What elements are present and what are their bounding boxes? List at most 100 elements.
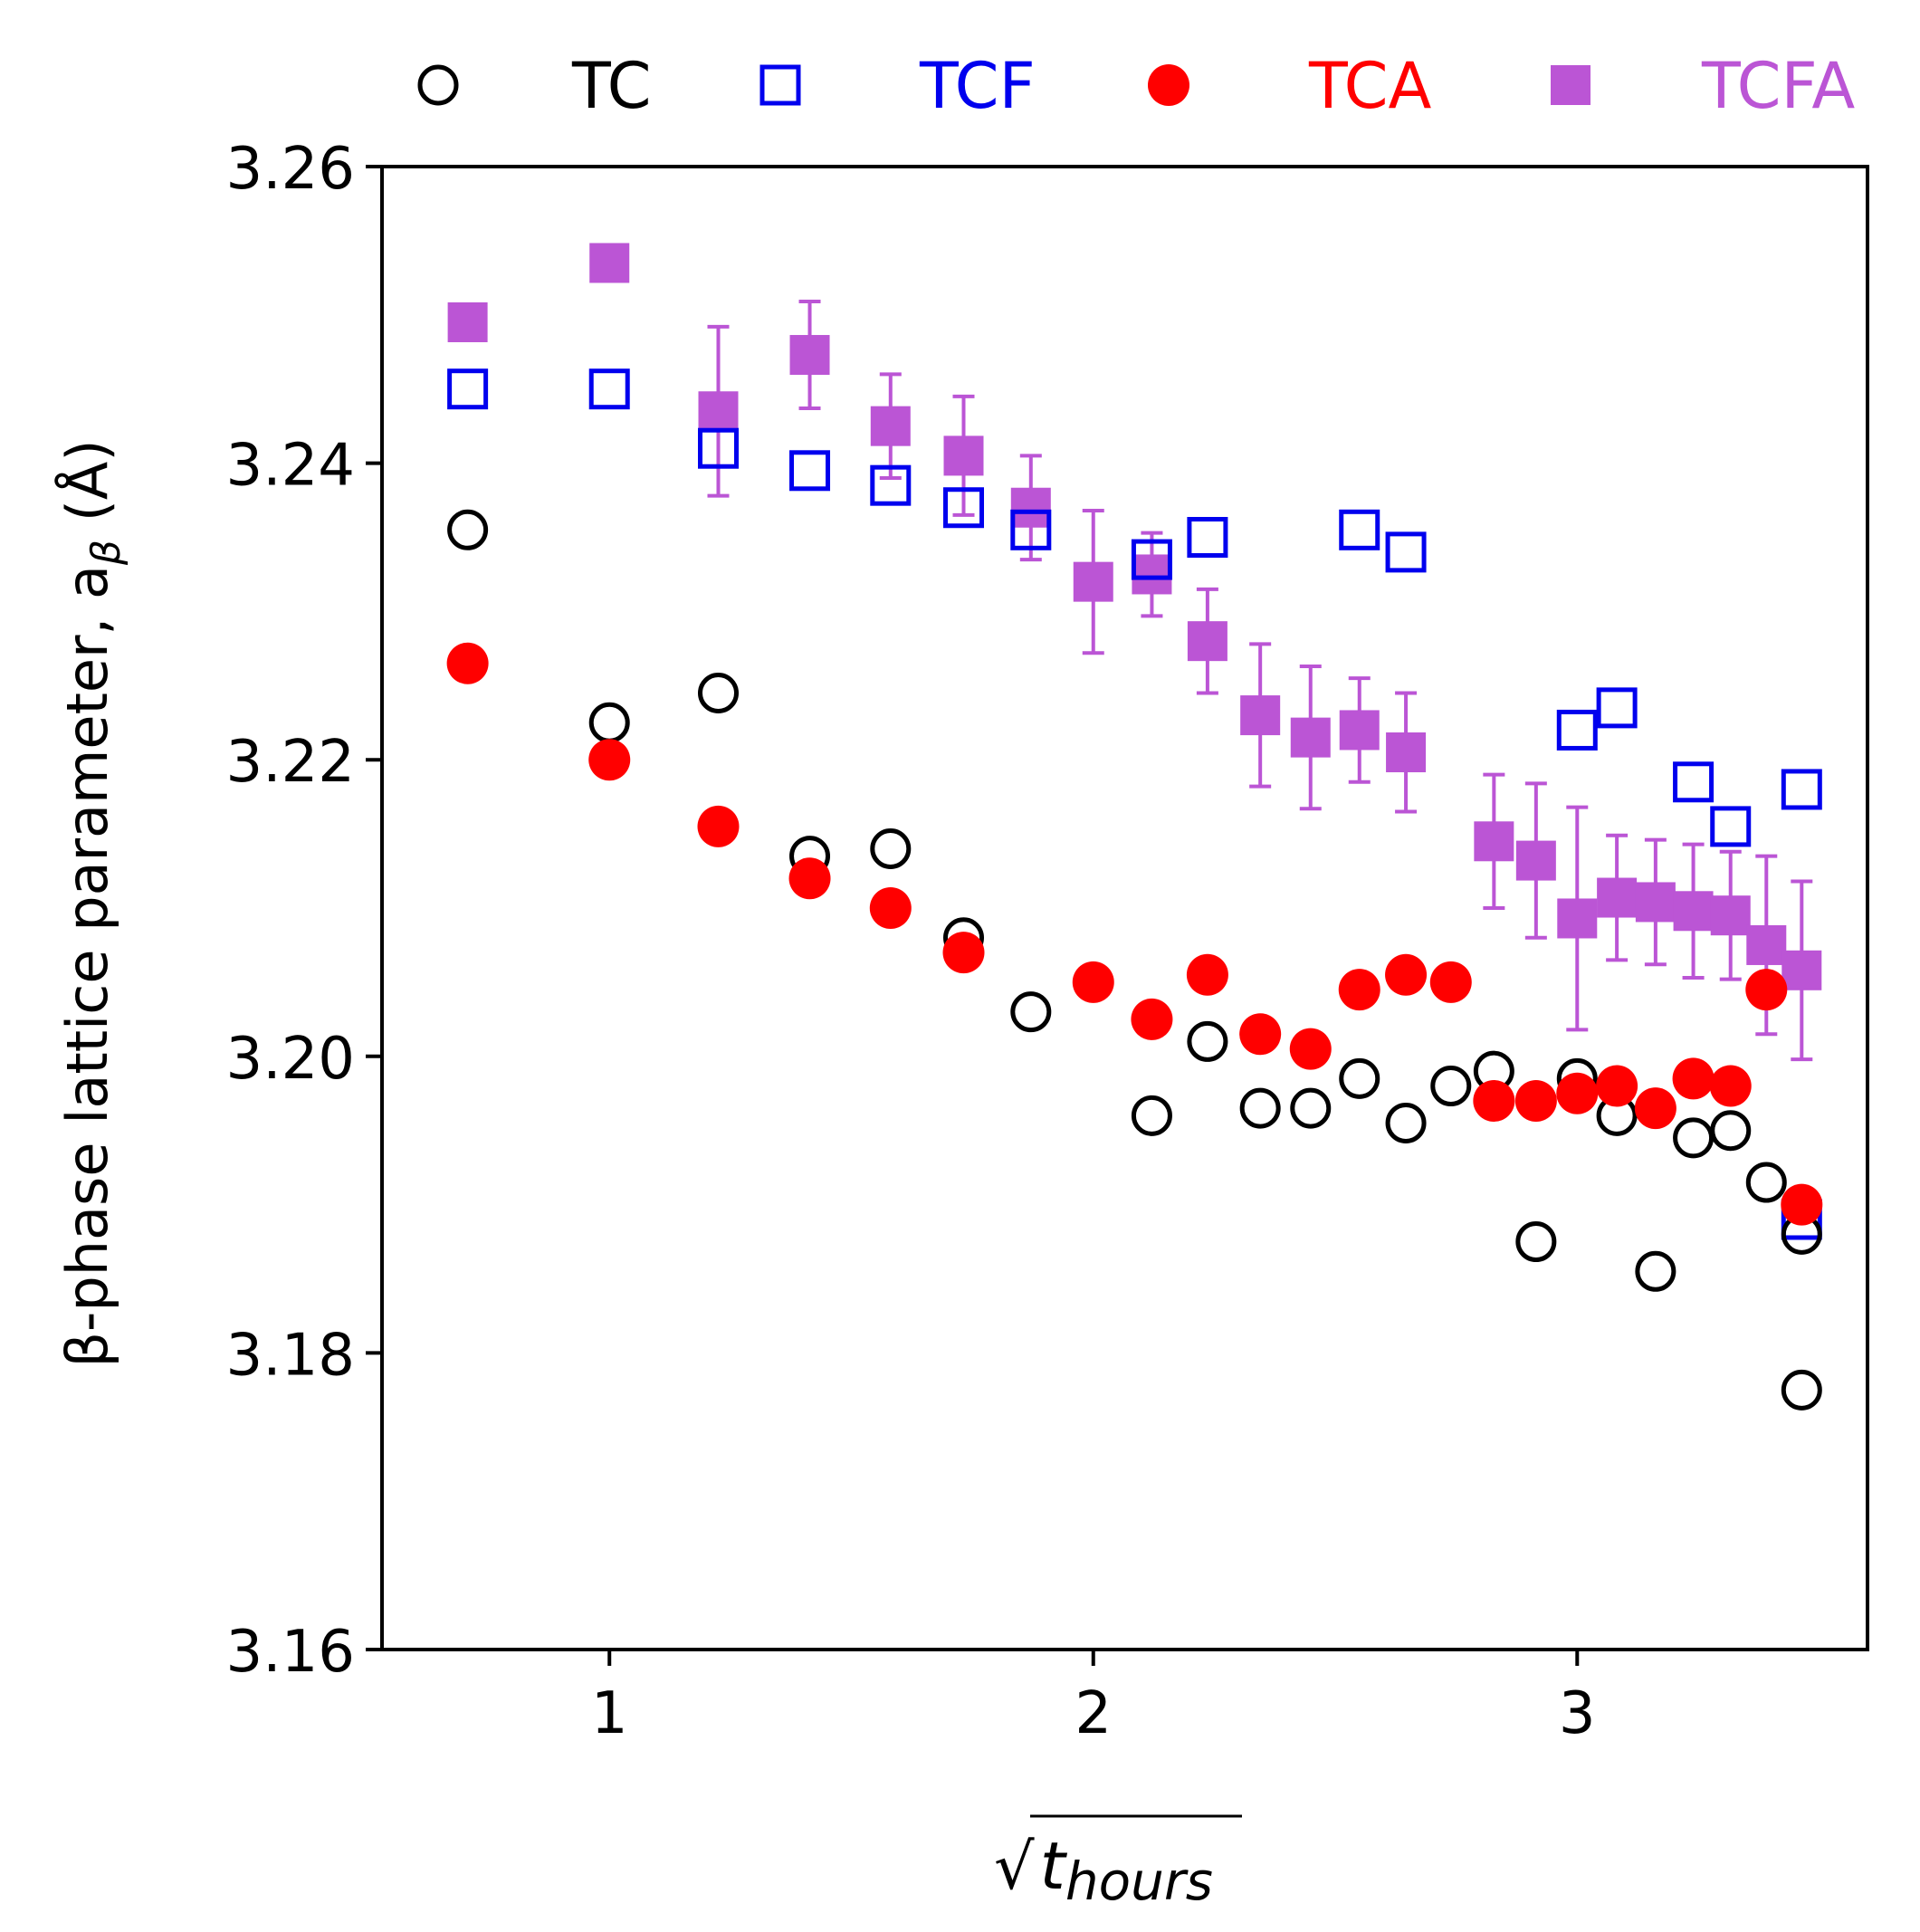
y-tick-label: 3.18 — [226, 1322, 356, 1389]
y-axis-title-suffix: (Å) — [54, 439, 120, 540]
y-axis-title: β-phase lattice parameter, aβ (Å) — [54, 439, 129, 1367]
data-point-tcf — [1385, 531, 1427, 573]
data-point-tc — [1745, 1162, 1787, 1203]
data-point-tca — [1556, 1072, 1599, 1114]
series-tcf — [447, 368, 1822, 1240]
legend-item-tc: TC — [417, 49, 652, 123]
data-point-tcfa — [1474, 821, 1514, 862]
x-axis-radical: √ — [994, 1830, 1035, 1904]
data-point-tca — [1072, 961, 1114, 1003]
plot-frame — [380, 165, 1869, 1651]
data-point-tc — [1010, 991, 1052, 1033]
data-point-tc — [1781, 1369, 1822, 1411]
data-point-tcfa — [1010, 487, 1051, 528]
data-point-tcfa — [1597, 877, 1638, 918]
data-point-tcf — [1673, 761, 1715, 803]
data-point-tcfa — [1290, 717, 1331, 758]
data-point-tcf — [1710, 806, 1752, 847]
legend-marker-tc — [417, 64, 459, 106]
data-point-tcfa — [1557, 898, 1598, 939]
data-point-tcfa — [1187, 621, 1227, 662]
data-point-tcf — [1010, 509, 1052, 550]
x-tick-label: 2 — [1075, 1680, 1112, 1747]
data-point-tca — [788, 857, 831, 900]
data-point-tca — [1239, 1013, 1282, 1056]
legend-marker-tcf — [759, 64, 801, 106]
legend-item-tca: TCA — [1148, 49, 1432, 123]
data-point-tcfa — [1746, 924, 1787, 965]
data-point-tcfa — [1240, 695, 1281, 736]
data-point-tcf — [789, 450, 831, 492]
data-point-tcfa — [1339, 710, 1380, 751]
data-point-tc — [1515, 1221, 1557, 1263]
data-point-tca — [1634, 1087, 1676, 1130]
data-point-tca — [446, 642, 489, 684]
legend-item-tcfa: TCFA — [1551, 49, 1855, 123]
data-point-tca — [1131, 998, 1173, 1040]
data-point-tcf — [1187, 517, 1228, 558]
data-point-tcfa — [1073, 561, 1113, 602]
data-point-tc — [1710, 1110, 1752, 1152]
data-point-tcf — [1556, 709, 1598, 751]
data-point-tca — [588, 739, 631, 781]
data-point-tcfa — [1781, 950, 1822, 990]
data-point-tca — [1186, 953, 1228, 996]
data-point-tcfa — [1386, 732, 1427, 773]
data-point-tcf — [1781, 769, 1822, 810]
data-point-tcf — [447, 368, 489, 410]
data-point-tcf — [943, 487, 985, 529]
series-tca — [446, 642, 1823, 1226]
data-point-tc — [1385, 1103, 1427, 1144]
y-tick-label: 3.16 — [226, 1619, 356, 1686]
data-point-tca — [1385, 953, 1428, 996]
legend-marker-tca — [1148, 64, 1189, 106]
data-point-tcfa — [1673, 891, 1714, 932]
y-tick-label: 3.20 — [226, 1026, 356, 1093]
data-point-tca — [1514, 1079, 1557, 1122]
data-point-tcfa — [943, 435, 984, 476]
data-point-tc — [1290, 1087, 1332, 1129]
legend: TC TCF TCA TCFA — [417, 49, 1855, 123]
data-point-tcf — [1596, 687, 1638, 729]
data-point-tca — [1429, 961, 1472, 1003]
y-tick-label: 3.26 — [226, 136, 356, 203]
data-point-tcfa — [1635, 882, 1676, 923]
data-point-tcf — [1131, 539, 1172, 580]
data-point-tc — [870, 827, 912, 869]
y-tick-label: 3.24 — [226, 433, 356, 500]
data-point-tca — [1338, 969, 1380, 1011]
data-point-tc — [1339, 1057, 1380, 1099]
data-point-tcfa — [789, 335, 830, 376]
data-point-tcfa — [1515, 840, 1556, 881]
data-point-tcfa — [447, 301, 488, 342]
data-point-tca — [1596, 1065, 1638, 1107]
legend-marker-tcfa — [1551, 65, 1590, 105]
data-point-tca — [697, 805, 740, 847]
data-point-tca — [1709, 1065, 1752, 1107]
data-point-tc — [1635, 1250, 1676, 1292]
data-point-tcfa — [589, 243, 630, 283]
data-point-tc — [1430, 1066, 1472, 1107]
axes: 3.16 3.18 3.20 3.22 3.24 3.26 1 2 3 — [226, 136, 1869, 1747]
data-point-tca — [1745, 969, 1788, 1011]
data-point-tc — [447, 509, 489, 550]
data-point-tca — [1289, 1028, 1332, 1070]
data-point-tca — [1473, 1079, 1515, 1122]
data-point-tc — [697, 672, 739, 713]
data-point-tcf — [588, 368, 630, 410]
data-point-tc — [1239, 1087, 1281, 1129]
y-tick-label: 3.22 — [226, 729, 356, 796]
legend-item-tcf: TCF — [759, 49, 1036, 123]
data-point-tc — [1131, 1095, 1172, 1136]
legend-label: TC — [571, 49, 652, 123]
data-point-tcf — [1339, 509, 1380, 550]
data-point-tca — [1781, 1183, 1823, 1226]
x-axis-base: t — [1040, 1828, 1068, 1904]
data-point-tc — [1187, 1020, 1228, 1062]
legend-label: TCFA — [1701, 49, 1855, 123]
x-axis-title: √thours — [994, 1828, 1213, 1912]
data-point-tcfa — [698, 391, 739, 432]
x-tick-label: 3 — [1559, 1680, 1596, 1747]
data-point-tca — [1672, 1057, 1715, 1100]
